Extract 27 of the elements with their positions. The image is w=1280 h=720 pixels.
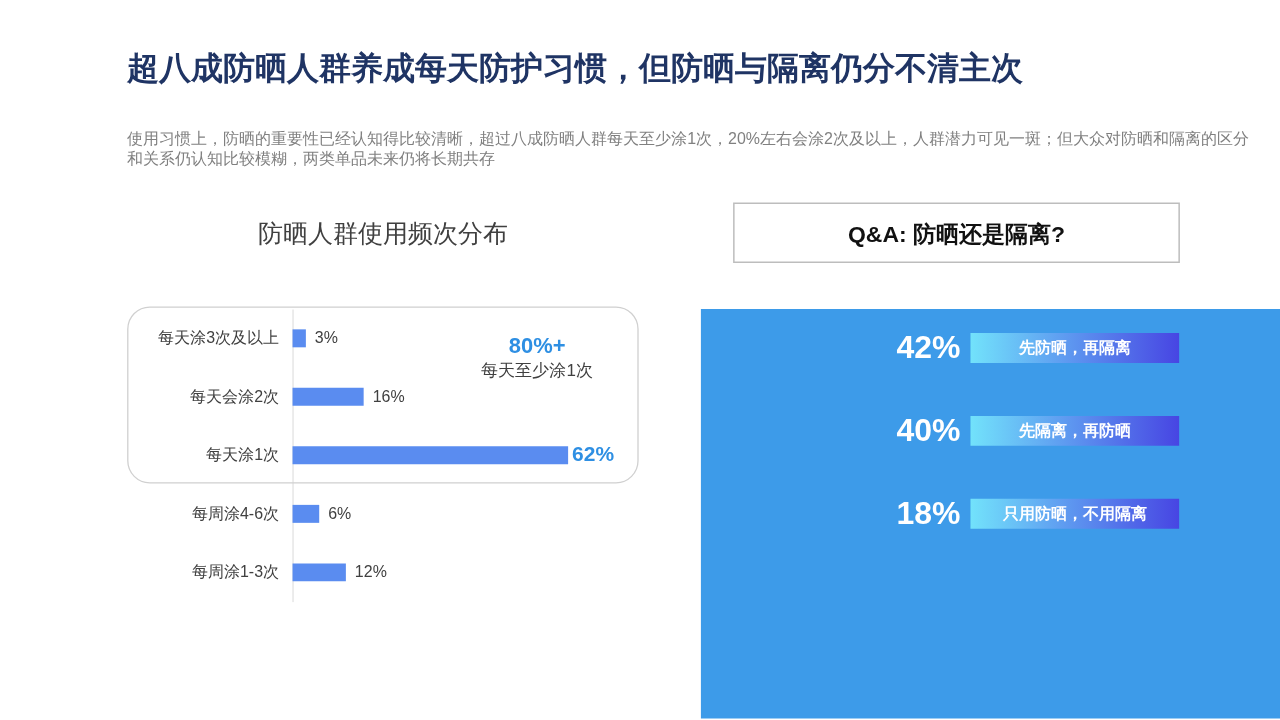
data-label: 62% xyxy=(572,442,615,466)
text: 超八成防晒人群养成每天防护习惯，但防晒与隔离仍分不清主次 xyxy=(126,49,1024,86)
y-tick-label: 每周涂1-3次 xyxy=(191,563,280,581)
bar xyxy=(292,387,364,406)
data-label: 12% xyxy=(354,563,387,581)
bar xyxy=(292,563,346,582)
bar xyxy=(292,329,306,348)
category-label: 先隔离，再防晒 xyxy=(1017,420,1131,439)
y-tick-label: 每天会涂2次 xyxy=(190,387,280,405)
category-label: 先防晒，再隔离 xyxy=(1017,338,1131,357)
chart-title: 防晒人群使用频次分布 xyxy=(257,218,508,247)
annotation: 每天至少涂1次 xyxy=(481,360,593,380)
y-tick-label: 每周涂4-6次 xyxy=(191,504,280,522)
category-label: 只用防晒，不用隔离 xyxy=(1001,503,1147,522)
data-label: 42% xyxy=(896,329,961,365)
y-tick-label: 每天涂3次及以上 xyxy=(158,329,280,347)
data-label: 18% xyxy=(896,494,961,531)
data-label: 16% xyxy=(372,387,405,405)
bar xyxy=(292,446,569,465)
data-label: 40% xyxy=(896,411,961,448)
y-tick-label: 每天涂1次 xyxy=(206,446,280,464)
annotation: 80%+ xyxy=(508,333,566,359)
bar xyxy=(292,504,320,523)
text: 使用习惯上，防晒的重要性已经认知得比较清晰，超过八成防晒人群每天至少涂1次，20%左右会涂2次及以上，人群潜力可见一斑；但大众对防晒和隔离的区分和关系仍认知比较模糊，两类单品未来仍将长期共存 xyxy=(127,129,1249,167)
text: Q&A: 防晒还是隔离? xyxy=(847,221,1066,248)
data-label: 3% xyxy=(314,329,338,347)
data-label: 6% xyxy=(328,504,352,522)
